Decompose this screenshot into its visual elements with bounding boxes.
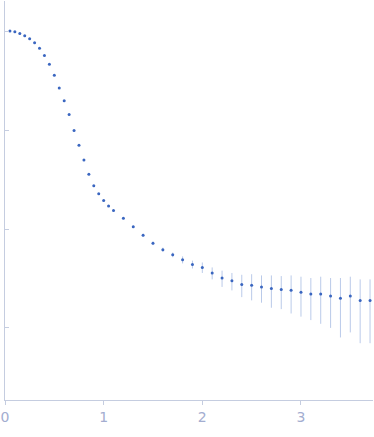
svg-text:0: 0 — [1, 409, 10, 425]
svg-text:1: 1 — [99, 409, 108, 425]
svg-text:3: 3 — [297, 409, 306, 425]
svg-text:2: 2 — [198, 409, 207, 425]
